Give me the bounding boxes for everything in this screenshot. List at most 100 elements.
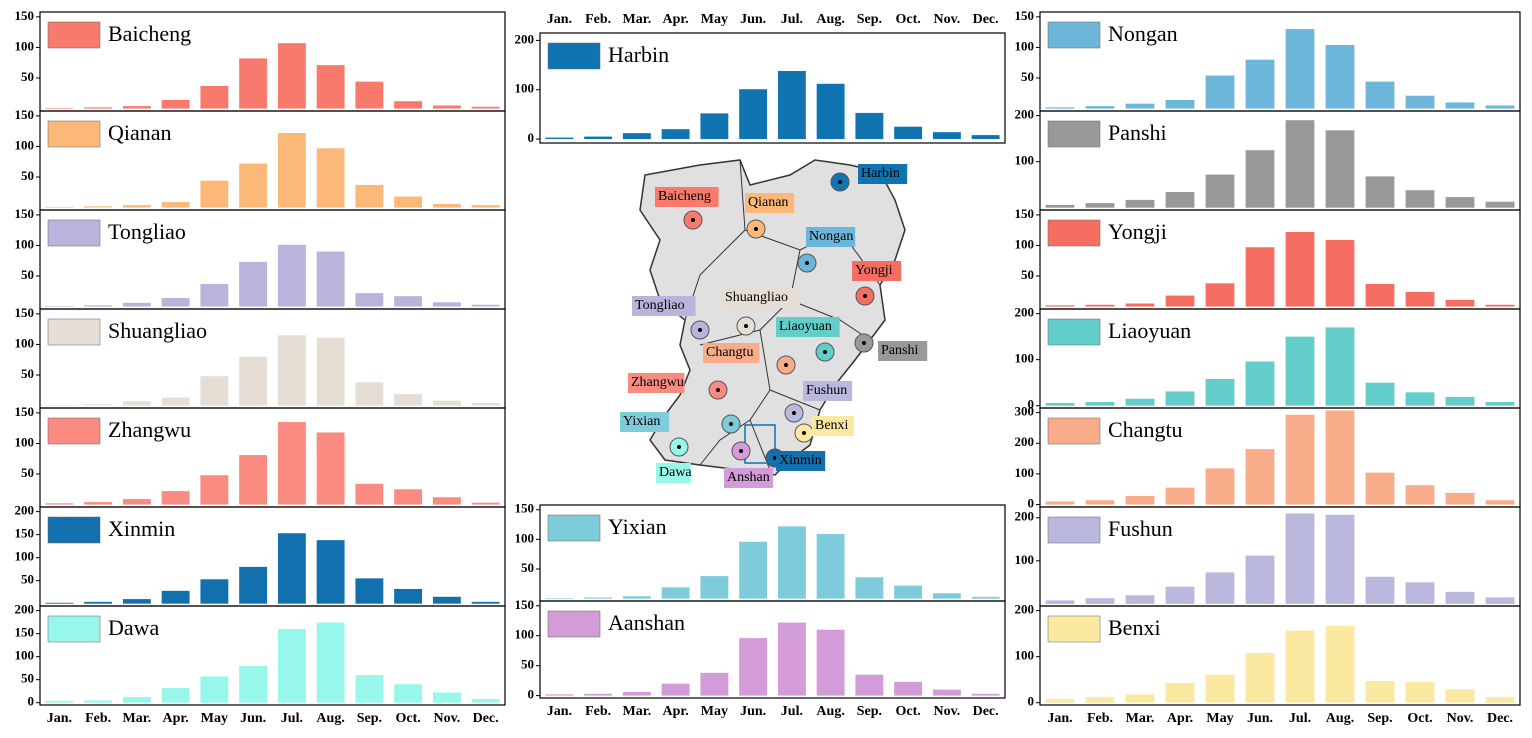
station-label: Shuangliao xyxy=(725,290,788,305)
y-tick-label: 50 xyxy=(21,572,34,587)
y-tick-label: 150 xyxy=(15,8,35,23)
x-tick-label: Dec. xyxy=(473,711,499,726)
station-label: Yixian xyxy=(623,414,660,429)
station-label: Liaoyuan xyxy=(779,319,832,334)
y-tick-label: 100 xyxy=(1015,236,1035,251)
bar xyxy=(855,112,884,140)
legend-swatch xyxy=(47,318,101,346)
bar xyxy=(1365,382,1395,406)
panel-frame xyxy=(539,600,1006,699)
x-tick-label: Nov. xyxy=(1447,711,1474,726)
station-label-bg xyxy=(722,288,800,308)
bar xyxy=(1045,107,1075,109)
bar xyxy=(777,526,806,599)
legend-swatch xyxy=(547,42,601,70)
bar xyxy=(1205,378,1235,406)
bar xyxy=(545,598,574,599)
station-label: Benxi xyxy=(815,418,849,433)
station-dot xyxy=(754,227,758,231)
x-tick-label: Jun. xyxy=(1247,711,1273,726)
bar xyxy=(84,305,113,307)
bar xyxy=(239,163,268,208)
bar xyxy=(277,629,306,703)
y-tick-label: 50 xyxy=(21,671,34,686)
bar xyxy=(584,136,613,140)
bar xyxy=(355,578,384,604)
x-tick-label: May xyxy=(701,704,728,719)
bar xyxy=(1445,396,1475,406)
legend-label: Harbin xyxy=(608,42,669,67)
y-tick-label: 200 xyxy=(1015,602,1035,617)
bar xyxy=(316,337,345,406)
x-tick-label: Oct. xyxy=(395,711,420,726)
y-tick-label: 200 xyxy=(1015,434,1035,449)
bar xyxy=(932,132,961,140)
bar xyxy=(239,665,268,703)
station-label: Yongji xyxy=(855,263,893,278)
bar xyxy=(1165,586,1195,604)
x-tick-label: May xyxy=(701,12,728,27)
bar xyxy=(1045,600,1075,604)
x-tick-label: Jul. xyxy=(781,704,803,719)
station-dot xyxy=(862,341,866,345)
y-tick-label: 100 xyxy=(15,335,35,350)
bar xyxy=(700,672,729,696)
y-tick-label: 0 xyxy=(528,130,535,145)
x-tick-label: Feb. xyxy=(1087,711,1113,726)
bar xyxy=(971,693,1000,696)
x-tick-label: Sep. xyxy=(857,12,882,27)
x-tick-label: May xyxy=(201,711,228,726)
bar xyxy=(1405,291,1435,307)
bar xyxy=(122,205,151,208)
x-tick-label: Jan. xyxy=(547,704,572,719)
bar xyxy=(1125,303,1155,307)
y-tick-label: 50 xyxy=(521,657,534,672)
x-tick-label: Apr. xyxy=(662,704,688,719)
bar xyxy=(45,602,74,604)
bar xyxy=(161,590,190,604)
station-label-bg xyxy=(803,381,853,401)
bar xyxy=(1125,495,1155,505)
bar xyxy=(122,302,151,307)
bar xyxy=(355,81,384,109)
bar xyxy=(277,422,306,505)
bar xyxy=(1405,485,1435,505)
station-dot xyxy=(698,328,702,332)
x-tick-label: Jul. xyxy=(281,711,303,726)
y-tick-label: 100 xyxy=(15,137,35,152)
bar xyxy=(1325,327,1355,406)
bar xyxy=(1205,174,1235,208)
bar xyxy=(777,70,806,140)
bar xyxy=(84,107,113,109)
bar xyxy=(622,596,651,599)
bar xyxy=(122,499,151,505)
x-tick-label: Feb. xyxy=(85,711,111,726)
legend-swatch xyxy=(47,516,101,544)
bar xyxy=(394,684,423,703)
legend-swatch xyxy=(547,514,601,542)
bar xyxy=(200,180,229,208)
station-dot xyxy=(792,411,796,415)
bar xyxy=(1485,697,1515,703)
bar xyxy=(1325,410,1355,505)
bar xyxy=(316,540,345,604)
bar xyxy=(1045,305,1075,307)
bar xyxy=(971,596,1000,599)
bar xyxy=(661,683,690,696)
y-tick-label: 100 xyxy=(1015,153,1035,168)
station-dot xyxy=(744,324,748,328)
x-tick-label: Sep. xyxy=(1367,711,1392,726)
bar xyxy=(316,622,345,703)
legend-swatch xyxy=(47,615,101,643)
station-label-bg xyxy=(703,343,760,363)
legend-swatch xyxy=(1047,219,1101,247)
bar xyxy=(471,502,500,505)
bar xyxy=(84,404,113,406)
bar xyxy=(239,261,268,307)
y-tick-label: 50 xyxy=(21,168,34,183)
bar xyxy=(394,101,423,109)
legend-label: Zhangwu xyxy=(108,417,191,442)
bar xyxy=(1165,487,1195,505)
station-label-bg xyxy=(656,463,691,483)
x-tick-label: Jan. xyxy=(547,12,572,27)
